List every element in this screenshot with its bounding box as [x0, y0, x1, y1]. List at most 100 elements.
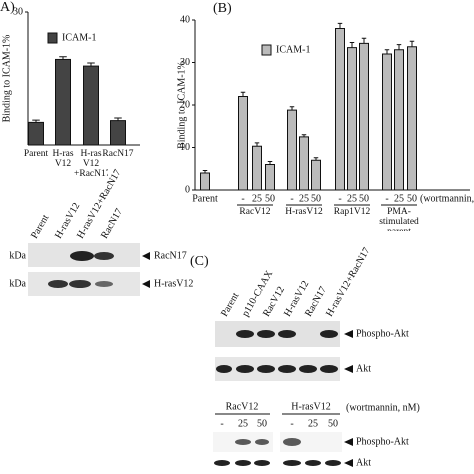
- group-label: RacV12: [239, 207, 271, 217]
- y-axis-label: Binding to ICAM-1%: [176, 61, 187, 149]
- bar: [252, 145, 262, 191]
- band-label: Akt: [356, 457, 371, 468]
- blot-strip: [215, 321, 340, 347]
- x-tick-label: -: [338, 193, 341, 204]
- y-tick-label: 10: [180, 142, 190, 153]
- error-bar: [409, 40, 415, 47]
- group-label-box: H-rasV12: [285, 207, 323, 217]
- legend-label: ICAM-1: [276, 44, 310, 55]
- x-note: (wortmannin,: [420, 193, 474, 204]
- legend-label: ICAM-1: [62, 32, 96, 43]
- error-bar: [384, 49, 390, 54]
- x-tick-label: 25: [252, 193, 262, 204]
- y-axis-label: Binding to ICAM-1%: [1, 35, 12, 123]
- y-tick-label: 20: [180, 99, 190, 110]
- x-tick-label: 25: [299, 193, 309, 204]
- x-tick-label-box: H-ras V12: [52, 149, 74, 169]
- dose-label: -: [290, 418, 293, 429]
- legend-swatch: [261, 44, 272, 56]
- bar: [83, 65, 99, 146]
- x-tick-label: Parent: [192, 193, 218, 204]
- bar: [238, 96, 248, 191]
- marker-label: kDa: [9, 278, 26, 289]
- marker-label: kDa: [9, 250, 26, 261]
- x-tick-label-box: H-ras V12 +RacN17: [74, 149, 108, 179]
- lane-label: Parent: [29, 213, 51, 241]
- band: [70, 251, 94, 261]
- x-tick-label: 50: [407, 193, 417, 204]
- x-tick-label: -: [290, 193, 293, 204]
- x-tick-label: H-ras V12: [52, 149, 74, 169]
- group-label: H-rasV12: [291, 401, 330, 412]
- bar: [407, 46, 417, 191]
- bar: [299, 136, 309, 191]
- x-tick-label: RacN17: [102, 149, 134, 159]
- bar: [200, 172, 210, 191]
- band: [95, 281, 113, 287]
- dose-label: 25: [308, 418, 318, 429]
- arrow: [344, 330, 353, 467]
- y-tick-label: 30: [180, 57, 190, 68]
- dose-label: 50: [328, 418, 338, 429]
- panel-label: A): [0, 0, 15, 15]
- error-bar: [396, 44, 402, 50]
- x-tick-label: H-ras V12 +RacN17: [74, 149, 108, 179]
- lane-label: Parent: [219, 291, 241, 319]
- error-bar: [337, 22, 343, 29]
- panel-label: (B): [213, 1, 232, 16]
- x-tick-label: -: [241, 193, 244, 204]
- group-label: PMA-stimulated parent: [379, 207, 419, 231]
- group-label-box: Rap1V12: [334, 207, 370, 217]
- bar: [347, 47, 357, 191]
- x-tick-label: Parent: [23, 149, 49, 159]
- dose-label: -: [220, 418, 223, 429]
- error-bar: [240, 91, 246, 97]
- x-tick-label: 25: [347, 193, 357, 204]
- band-label: Phospho-Akt: [356, 436, 409, 447]
- dose-label: 25: [238, 418, 248, 429]
- note: (wortmannin, nM): [346, 402, 420, 413]
- bar: [311, 159, 321, 191]
- error-bar: [267, 161, 273, 165]
- x-tick-label-box: RacN17: [102, 149, 134, 159]
- band: [48, 280, 68, 288]
- band: [94, 252, 114, 260]
- arrow: [142, 252, 150, 288]
- bar: [287, 109, 297, 191]
- bar: [265, 164, 275, 191]
- band-label: Akt: [356, 363, 371, 374]
- y-tick-label: 30: [13, 6, 23, 17]
- x-tick-label: 50: [311, 193, 321, 204]
- x-tick-label-box: Parent: [23, 149, 49, 159]
- x-tick-label: 50: [265, 193, 275, 204]
- bar: [335, 28, 345, 191]
- lane-label: H-rasV12+RacN17: [324, 246, 372, 319]
- group-label-box: PMA-stimulated parent: [379, 207, 419, 231]
- error-bar: [254, 142, 260, 147]
- bar: [28, 121, 44, 146]
- bar: [394, 49, 404, 191]
- dose-label: 50: [257, 418, 267, 429]
- blot-strip: [213, 432, 273, 452]
- band-label: Phospho-Akt: [356, 328, 409, 339]
- blot-strip: [215, 357, 340, 381]
- bar: [55, 58, 71, 146]
- error-bar: [87, 62, 95, 67]
- band-label: RacN17: [154, 250, 187, 261]
- error-bar: [289, 106, 295, 111]
- error-bar: [59, 56, 67, 60]
- x-tick-label: 50: [359, 193, 369, 204]
- error-bar: [114, 117, 122, 121]
- x-tick-label: 25: [394, 193, 404, 204]
- error-bar: [202, 169, 208, 173]
- group-label: H-rasV12: [285, 207, 323, 217]
- x-tick-label: -: [385, 193, 388, 204]
- bar: [382, 53, 392, 191]
- lane-label: RacN17: [99, 207, 125, 241]
- bands: [214, 330, 341, 466]
- error-bar: [32, 119, 40, 123]
- bar: [110, 120, 126, 146]
- y-tick-label: 40: [180, 14, 190, 25]
- group-label-box: RacV12: [239, 207, 271, 217]
